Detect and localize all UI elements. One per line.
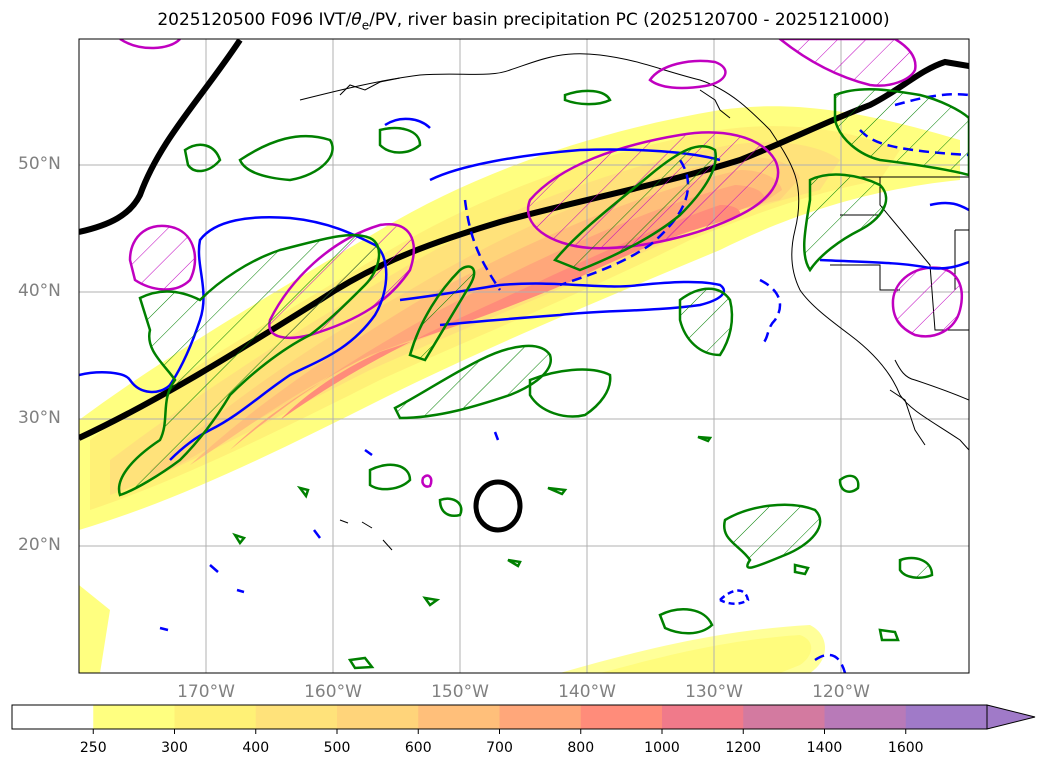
lon-label-170w: 170°W: [177, 682, 235, 702]
map-frame: [78, 38, 970, 674]
colorbar-tick-label: 1000: [644, 740, 680, 756]
theta-contours: [79, 92, 969, 673]
lon-label-160w: 160°W: [304, 682, 362, 702]
colorbar-tick-label: 250: [79, 740, 107, 756]
colorbar-swatch: [824, 705, 907, 729]
colorbar-swatch: [12, 705, 94, 729]
colorbar-swatch: [905, 705, 988, 729]
colorbar-swatch: [499, 705, 582, 729]
precip-contours: [117, 87, 969, 670]
colorbar-swatch: [662, 705, 744, 729]
colorbar: [11, 704, 1036, 734]
lat-label-20n: 20°N: [18, 535, 61, 555]
map-title: 2025120500 F096 IVT/θe/PV, river basin p…: [157, 10, 890, 33]
colorbar-swatch: [174, 705, 257, 729]
colorbar-tick-label: 800: [567, 740, 595, 756]
colorbar-swatch: [418, 705, 500, 729]
colorbar-tick-label: 600: [404, 740, 432, 756]
colorbar-swatch: [93, 705, 175, 729]
colorbar-swatch: [337, 705, 419, 729]
colorbar-tick-label: 700: [486, 740, 513, 756]
lat-label-30n: 30°N: [18, 408, 61, 428]
colorbar-tick-label: 400: [242, 740, 270, 756]
colorbar-swatch: [255, 705, 338, 729]
lat-label-50n: 50°N: [18, 154, 61, 174]
colorbar-tick-label: 500: [323, 740, 351, 756]
colorbar-tick-label: 300: [161, 740, 188, 756]
lat-label-40n: 40°N: [18, 281, 61, 301]
lon-label-130w: 130°W: [685, 682, 743, 702]
colorbar-tick-label: 1400: [806, 740, 843, 756]
colorbar-tick-label: 1200: [725, 740, 762, 756]
colorbar-tick-label: 1600: [887, 740, 924, 756]
lon-label-150w: 150°W: [431, 682, 489, 702]
colorbar-swatch: [743, 705, 825, 729]
colorbar-swatch: [580, 705, 663, 729]
map-panel: [79, 39, 969, 673]
lon-label-140w: 140°W: [558, 682, 616, 702]
lon-label-120w: 120°W: [812, 682, 870, 702]
